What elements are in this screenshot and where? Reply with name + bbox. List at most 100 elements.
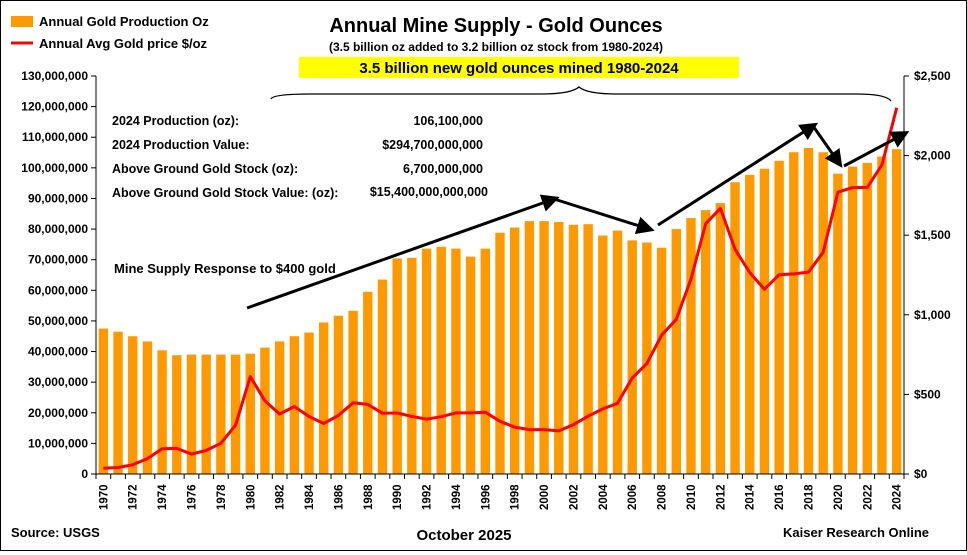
bar-1992 xyxy=(421,248,432,474)
bar-2002 xyxy=(568,224,579,474)
stat-label: Above Ground Gold Stock Value: (oz): xyxy=(112,186,338,200)
footer-credit: Kaiser Research Online xyxy=(783,525,929,540)
bar-1980 xyxy=(245,353,255,474)
x-tick-label: 2010 xyxy=(686,484,698,510)
bar-2010 xyxy=(686,218,696,474)
stat-label: Above Ground Gold Stock (oz): xyxy=(112,162,298,176)
bar-1993 xyxy=(436,246,446,474)
bar-2016 xyxy=(774,160,784,474)
x-tick-label: 2018 xyxy=(804,484,816,510)
bar-2013 xyxy=(730,182,740,474)
bar-1989 xyxy=(377,279,388,474)
price-line xyxy=(103,107,899,470)
x-tick-label: 2002 xyxy=(568,484,580,510)
bar-2020 xyxy=(833,173,843,474)
x-tick-label: 1998 xyxy=(510,484,522,510)
bar-1979 xyxy=(230,354,241,474)
left-tick-label: 50,000,000 xyxy=(28,314,88,328)
x-tick-label: 2012 xyxy=(715,484,727,510)
bar-1986 xyxy=(333,315,344,474)
stat-value: 6,700,000,000 xyxy=(403,162,483,176)
chart-title: Annual Mine Supply - Gold Ounces xyxy=(329,15,662,37)
legend-label-production: Annual Gold Production Oz xyxy=(39,14,209,29)
x-tick-label: 1992 xyxy=(422,484,434,510)
x-tick-label: 2014 xyxy=(745,484,757,510)
bar-2007 xyxy=(642,242,652,474)
left-tick-label: 90,000,000 xyxy=(28,191,88,205)
x-tick-label: 1996 xyxy=(480,484,492,510)
trend-arrow xyxy=(843,131,910,168)
right-tick-label: $1,500 xyxy=(914,228,951,242)
x-tick-label: 2000 xyxy=(539,484,551,510)
bar-1997 xyxy=(495,232,505,474)
bar-2011 xyxy=(700,210,711,474)
x-axis: 1970 1972 1974 1976 1978 1980 1982 1984 1986 1988… xyxy=(95,473,905,510)
left-tick-label: 10,000,000 xyxy=(28,436,88,450)
bar-2004 xyxy=(598,235,608,474)
bar-1988 xyxy=(363,291,373,474)
bar-2023 xyxy=(877,156,887,474)
legend: Annual Gold Production Oz Annual Avg Gol… xyxy=(11,14,209,51)
x-tick-label: 1980 xyxy=(245,484,257,510)
bar-1999 xyxy=(524,221,535,474)
x-tick-label: 2016 xyxy=(774,484,786,510)
bar-1974 xyxy=(157,350,167,474)
x-tick-label: 2006 xyxy=(627,484,639,510)
bar-2012 xyxy=(715,203,726,475)
x-tick-label: 2024 xyxy=(892,484,904,510)
right-tick-label: $500 xyxy=(914,387,941,401)
left-tick-label: 20,000,000 xyxy=(28,406,88,420)
bar-1977 xyxy=(201,354,211,474)
bar-1998 xyxy=(509,227,520,474)
left-axis: 0 10,000,000 20,000,000 30,000,000 40,000,00… xyxy=(21,69,97,481)
bar-1987 xyxy=(348,310,358,474)
bar-1978 xyxy=(216,354,226,474)
bar-1990 xyxy=(392,258,402,474)
left-tick-label: 60,000,000 xyxy=(28,283,88,297)
footer-date: October 2025 xyxy=(416,527,511,544)
bar-1972 xyxy=(128,336,138,474)
annotation-400-gold: Mine Supply Response to $400 gold xyxy=(114,261,336,276)
stat-value: $294,700,000,000 xyxy=(382,138,483,152)
x-tick-label: 1988 xyxy=(363,484,375,510)
trend-arrow xyxy=(246,194,560,310)
highlight-text: 3.5 billion new gold ounces mined 1980-2… xyxy=(359,60,679,77)
bar-1976 xyxy=(186,354,197,474)
bar-2017 xyxy=(789,152,799,475)
bar-1984 xyxy=(304,332,314,474)
bar-1973 xyxy=(142,341,153,474)
right-axis: $0 $500 $1,000 $1,500 $2,000 $2,500 xyxy=(903,69,951,481)
bar-1994 xyxy=(451,248,461,474)
left-tick-label: 80,000,000 xyxy=(28,222,88,236)
left-tick-label: 100,000,000 xyxy=(21,161,88,175)
right-tick-label: $1,000 xyxy=(914,308,951,322)
bar-1982 xyxy=(274,341,285,474)
stats-box: 2024 Production (oz): 106,100,000 2024 Pro… xyxy=(112,114,488,200)
x-tick-label: 1976 xyxy=(186,484,198,510)
bar-2001 xyxy=(554,222,564,474)
legend-label-price: Annual Avg Gold price $/oz xyxy=(39,36,208,51)
stat-value: 106,100,000 xyxy=(413,114,483,128)
x-tick-label: 1970 xyxy=(98,484,110,510)
bar-1970 xyxy=(98,328,109,474)
bar-1985 xyxy=(319,322,329,474)
bar-2008 xyxy=(656,247,667,474)
bar-2014 xyxy=(745,174,755,474)
bar-1996 xyxy=(480,248,491,474)
left-tick-label: 70,000,000 xyxy=(28,253,88,267)
right-tick-label: $2,000 xyxy=(914,149,951,163)
x-tick-label: 1990 xyxy=(392,484,404,510)
trend-arrow xyxy=(811,125,843,168)
trend-arrow xyxy=(657,122,819,227)
bar-1995 xyxy=(465,256,476,474)
bar-2019 xyxy=(818,152,828,475)
x-tick-label: 2020 xyxy=(833,484,845,510)
left-tick-label: 40,000,000 xyxy=(28,345,88,359)
left-tick-label: 0 xyxy=(81,467,88,481)
left-tick-label: 110,000,000 xyxy=(22,130,88,144)
right-tick-label: $0 xyxy=(914,467,928,481)
bar-2021 xyxy=(847,166,858,475)
right-tick-label: $2,500 xyxy=(914,69,951,83)
x-tick-label: 2022 xyxy=(862,484,874,510)
